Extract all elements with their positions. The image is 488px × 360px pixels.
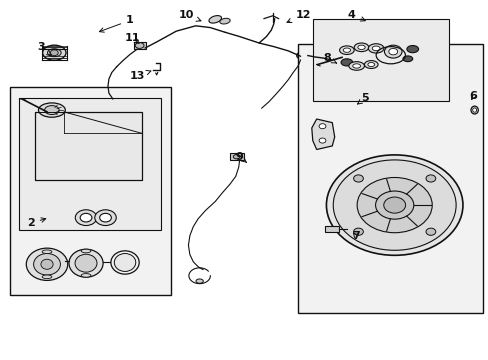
Ellipse shape xyxy=(42,45,66,60)
Ellipse shape xyxy=(348,62,364,70)
Circle shape xyxy=(356,177,431,233)
Ellipse shape xyxy=(343,48,350,52)
Ellipse shape xyxy=(69,249,103,277)
Ellipse shape xyxy=(219,18,230,24)
Ellipse shape xyxy=(135,42,144,48)
Ellipse shape xyxy=(81,249,91,253)
Bar xyxy=(134,42,145,49)
Ellipse shape xyxy=(42,275,52,279)
Ellipse shape xyxy=(339,46,353,54)
Ellipse shape xyxy=(384,45,401,58)
Ellipse shape xyxy=(340,59,352,66)
Ellipse shape xyxy=(331,57,346,67)
Ellipse shape xyxy=(367,44,383,53)
Ellipse shape xyxy=(296,52,307,59)
Bar xyxy=(312,19,448,101)
Ellipse shape xyxy=(114,253,136,271)
Circle shape xyxy=(425,175,435,182)
FancyBboxPatch shape xyxy=(35,112,142,180)
Circle shape xyxy=(75,210,97,226)
Ellipse shape xyxy=(42,250,52,253)
Text: 8: 8 xyxy=(323,53,336,63)
Circle shape xyxy=(425,228,435,235)
Circle shape xyxy=(319,124,325,129)
Ellipse shape xyxy=(47,49,61,57)
Circle shape xyxy=(383,197,405,213)
Ellipse shape xyxy=(472,108,476,112)
Circle shape xyxy=(375,191,413,219)
Ellipse shape xyxy=(470,106,477,114)
Ellipse shape xyxy=(334,59,343,64)
Circle shape xyxy=(100,213,111,222)
Bar xyxy=(19,98,160,230)
Text: 11: 11 xyxy=(124,33,140,43)
Ellipse shape xyxy=(406,45,418,53)
Circle shape xyxy=(353,175,363,182)
Circle shape xyxy=(319,138,325,143)
Text: 7: 7 xyxy=(351,231,359,240)
Circle shape xyxy=(95,210,116,226)
Ellipse shape xyxy=(75,254,97,272)
Circle shape xyxy=(326,155,462,255)
Text: 1: 1 xyxy=(99,15,134,32)
Text: 2: 2 xyxy=(27,218,46,228)
Bar xyxy=(298,44,483,313)
Ellipse shape xyxy=(41,259,53,269)
Circle shape xyxy=(80,213,92,222)
Ellipse shape xyxy=(402,56,412,62)
Text: 12: 12 xyxy=(286,10,310,23)
Ellipse shape xyxy=(208,15,221,23)
Circle shape xyxy=(50,50,58,55)
Ellipse shape xyxy=(371,46,379,51)
Polygon shape xyxy=(311,119,334,149)
Bar xyxy=(10,87,171,295)
Ellipse shape xyxy=(81,274,91,277)
Circle shape xyxy=(332,160,455,250)
Ellipse shape xyxy=(196,279,203,283)
Text: 6: 6 xyxy=(469,91,477,101)
Text: 10: 10 xyxy=(178,10,201,21)
Ellipse shape xyxy=(353,43,368,51)
Ellipse shape xyxy=(34,253,61,275)
Ellipse shape xyxy=(233,154,240,159)
Text: 5: 5 xyxy=(357,93,368,104)
Ellipse shape xyxy=(357,45,365,49)
Bar xyxy=(325,226,338,232)
Ellipse shape xyxy=(352,64,360,68)
Ellipse shape xyxy=(39,103,65,117)
Text: 4: 4 xyxy=(347,10,365,21)
Text: 3: 3 xyxy=(37,42,51,56)
Ellipse shape xyxy=(367,63,374,67)
Ellipse shape xyxy=(44,105,59,114)
Ellipse shape xyxy=(364,60,377,68)
Text: 13: 13 xyxy=(129,71,151,81)
Ellipse shape xyxy=(26,248,68,280)
Ellipse shape xyxy=(388,48,397,55)
Bar xyxy=(229,153,243,160)
Text: 9: 9 xyxy=(235,152,246,162)
Circle shape xyxy=(353,228,363,235)
